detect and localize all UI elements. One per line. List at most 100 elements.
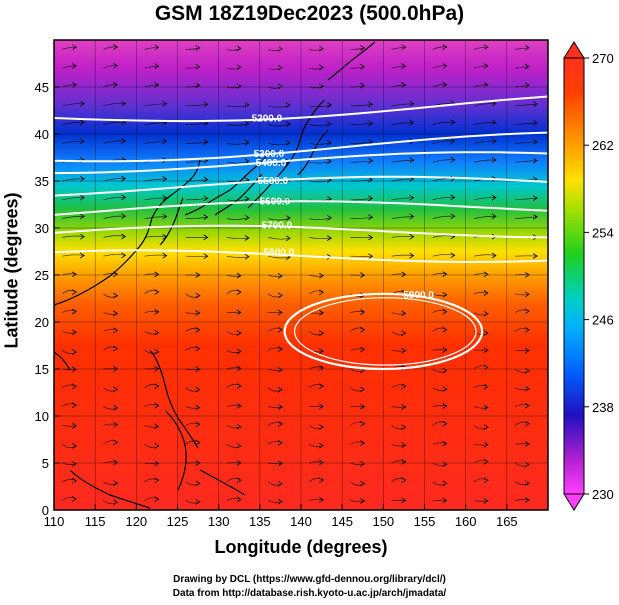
- streamline: [185, 312, 200, 314]
- streamline-arrowhead: [162, 213, 168, 220]
- streamline-arrowhead: [113, 292, 119, 299]
- streamline: [473, 84, 488, 88]
- streamline-arrowhead: [401, 271, 407, 278]
- streamline-arrowhead: [154, 383, 160, 389]
- streamline-arrowhead: [154, 496, 160, 502]
- streamline-arrowhead: [71, 329, 77, 336]
- streamline: [62, 103, 85, 107]
- streamline: [391, 178, 414, 182]
- streamline-arrowhead: [236, 477, 242, 483]
- streamline: [391, 216, 414, 219]
- streamline-arrowhead: [360, 309, 366, 315]
- streamline-arrowhead: [285, 235, 291, 242]
- streamline-arrowhead: [121, 175, 127, 182]
- streamline-arrowhead: [491, 252, 497, 259]
- streamline-arrowhead: [154, 402, 160, 409]
- streamline: [473, 46, 488, 50]
- streamline: [309, 161, 332, 164]
- streamline: [185, 160, 208, 163]
- streamline-arrowhead: [113, 81, 119, 88]
- streamline: [350, 104, 373, 107]
- streamline-arrowhead: [409, 100, 415, 107]
- streamline-arrowhead: [277, 498, 283, 505]
- streamline-arrowhead: [491, 119, 497, 126]
- streamline: [515, 160, 538, 163]
- streamline-arrowhead: [318, 272, 324, 279]
- streamline-arrowhead: [318, 459, 324, 466]
- streamline-arrowhead: [79, 100, 85, 107]
- streamline-arrowhead: [524, 291, 530, 298]
- streamline: [226, 198, 249, 202]
- streamline: [515, 293, 530, 296]
- x-axis-ticks: 110 115 120 125 130 135 140 145 150 155 160 165: [44, 504, 518, 529]
- streamline: [103, 215, 126, 219]
- y-tick-label: 30: [35, 221, 49, 236]
- streamline-arrowhead: [483, 498, 489, 504]
- streamline: [144, 254, 167, 257]
- streamline-arrowhead: [483, 383, 489, 390]
- y-tick-label: 40: [35, 127, 49, 142]
- streamline-arrowhead: [113, 386, 119, 393]
- streamline-arrowhead: [360, 346, 366, 353]
- streamline: [226, 160, 249, 164]
- streamline-arrowhead: [326, 214, 332, 221]
- streamline: [226, 274, 241, 277]
- streamline-arrowhead: [113, 405, 119, 411]
- streamline-arrowhead: [360, 82, 366, 89]
- colorbar-tick-label: 262: [592, 138, 614, 153]
- streamline-arrowhead: [368, 176, 374, 183]
- y-tick-label: 25: [35, 268, 49, 283]
- streamline-arrowhead: [483, 458, 489, 465]
- streamline-arrowhead: [195, 310, 201, 316]
- streamline: [103, 461, 118, 464]
- streamline: [350, 198, 373, 201]
- streamline-arrowhead: [360, 326, 366, 333]
- streamline: [391, 103, 414, 107]
- streamline-arrowhead: [483, 271, 489, 278]
- streamline-arrowhead: [277, 421, 283, 427]
- streamline: [144, 122, 167, 125]
- contour-line: [54, 131, 548, 163]
- streamline: [432, 442, 447, 445]
- streamline: [515, 122, 538, 125]
- streamline-arrowhead: [368, 120, 374, 127]
- streamline-arrowhead: [491, 157, 497, 163]
- streamline-arrowhead: [195, 480, 201, 487]
- streamline: [432, 196, 455, 201]
- y-tick-label: 5: [42, 456, 49, 471]
- colorbar-bar: [563, 57, 585, 495]
- colorbar-tick-label: 230: [592, 487, 614, 502]
- streamline: [226, 217, 249, 220]
- streamline-arrowhead: [71, 496, 77, 502]
- streamline-arrowhead: [79, 194, 85, 201]
- y-tick-label: 15: [35, 362, 49, 377]
- streamline-arrowhead: [154, 309, 160, 315]
- colorbar-tick-label: 254: [592, 225, 614, 240]
- x-tick-label: 160: [455, 514, 477, 529]
- streamline-arrowhead: [71, 443, 77, 449]
- streamline: [432, 84, 447, 88]
- streamline: [309, 274, 324, 277]
- streamline-arrowhead: [154, 289, 160, 295]
- streamline: [473, 500, 488, 502]
- streamline-arrowhead: [442, 420, 448, 427]
- contour-line: [54, 175, 548, 197]
- streamline: [515, 349, 530, 352]
- streamline-arrowhead: [236, 383, 242, 389]
- streamline-arrowhead: [326, 139, 332, 146]
- streamline-arrowhead: [524, 385, 530, 392]
- streamline: [391, 273, 406, 276]
- contour-label: 5700.0: [262, 220, 293, 231]
- streamline-arrowhead: [483, 404, 489, 411]
- x-tick-label: 155: [414, 514, 436, 529]
- streamline-arrowhead: [491, 194, 497, 201]
- streamline-arrowhead: [442, 271, 448, 277]
- streamline-arrowhead: [71, 460, 77, 467]
- streamline-arrowhead: [236, 272, 242, 279]
- streamline-arrowhead: [79, 233, 85, 240]
- streamline: [473, 291, 488, 295]
- streamline-arrowhead: [244, 120, 250, 127]
- streamline-arrowhead: [524, 326, 530, 333]
- streamline-arrowhead: [360, 386, 366, 393]
